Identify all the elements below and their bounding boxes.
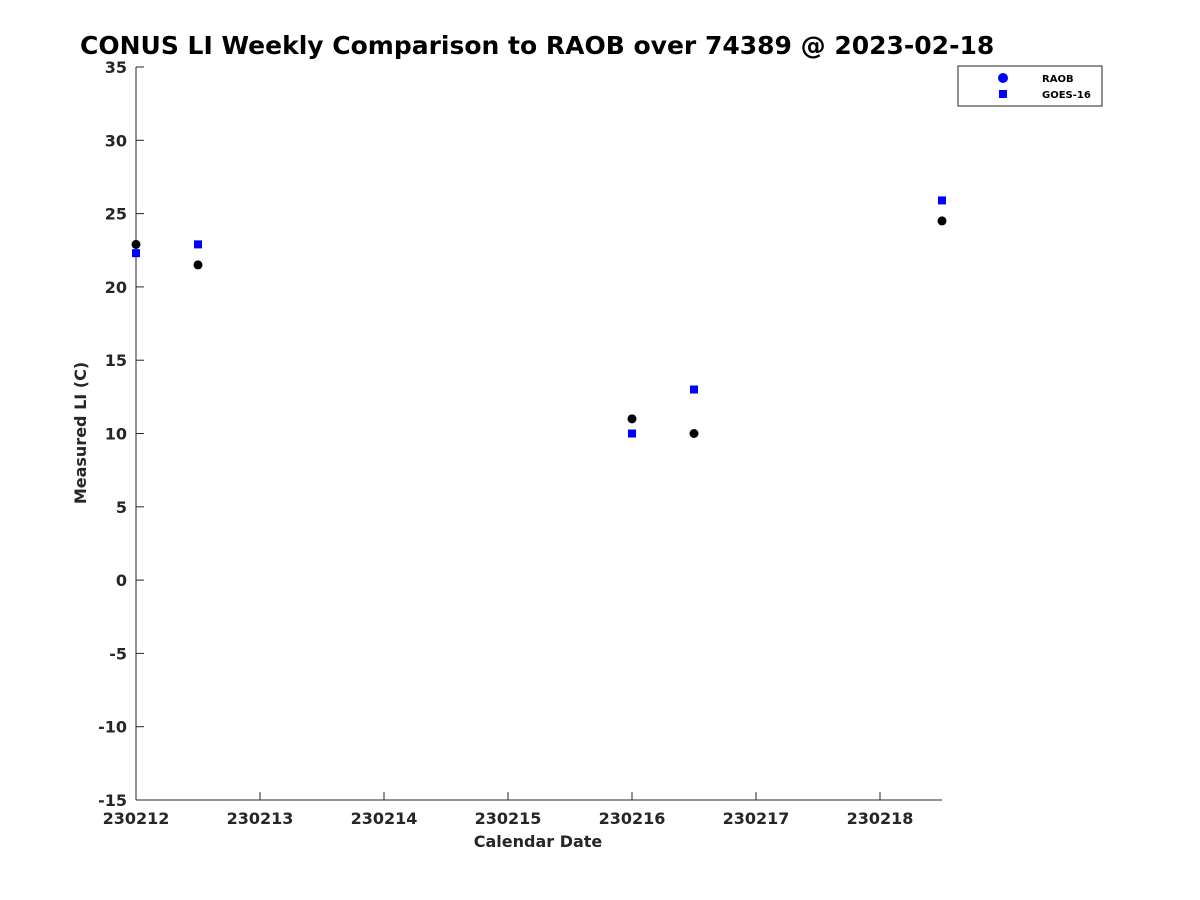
y-tick-label: 5 bbox=[116, 498, 127, 517]
y-tick-label: -10 bbox=[98, 718, 127, 737]
raob-point bbox=[131, 239, 141, 249]
x-tick-label: 230213 bbox=[227, 809, 294, 828]
raob-point bbox=[193, 260, 203, 270]
x-tick-label: 230215 bbox=[475, 809, 542, 828]
goes16-point bbox=[132, 249, 140, 258]
chart-title: CONUS LI Weekly Comparison to RAOB over … bbox=[80, 31, 994, 60]
x-tick-label: 230216 bbox=[599, 809, 666, 828]
data-points bbox=[131, 196, 947, 438]
y-tick-label: 20 bbox=[105, 278, 127, 297]
goes16-point bbox=[938, 196, 946, 205]
y-axis-ticks: -15 -10 -5 0 5 10 15 20 25 30 35 bbox=[98, 58, 144, 810]
y-tick-label: 0 bbox=[116, 571, 127, 590]
x-tick-label: 230214 bbox=[351, 809, 418, 828]
plot-axes bbox=[135, 67, 942, 801]
legend-marker-raob bbox=[998, 73, 1008, 83]
x-tick-label: 230217 bbox=[723, 809, 790, 828]
y-axis-label: Measured LI (C) bbox=[71, 362, 90, 504]
goes16-point bbox=[690, 385, 698, 394]
x-tick-label: 230218 bbox=[847, 809, 914, 828]
legend-marker-goes16 bbox=[999, 90, 1007, 98]
y-tick-label: 10 bbox=[105, 425, 127, 444]
y-tick-label: 25 bbox=[105, 205, 127, 224]
legend-label-goes16: GOES-16 bbox=[1042, 90, 1091, 101]
raob-point bbox=[689, 429, 699, 438]
goes16-point bbox=[194, 240, 202, 249]
legend-box bbox=[957, 65, 1103, 107]
y-tick-label: 35 bbox=[105, 58, 127, 77]
raob-point bbox=[937, 216, 947, 226]
y-tick-label: -5 bbox=[109, 644, 127, 663]
goes16-point bbox=[628, 429, 636, 438]
raob-point bbox=[627, 414, 637, 424]
y-tick-label: -15 bbox=[98, 791, 127, 810]
x-tick-label: 230212 bbox=[103, 809, 170, 828]
y-tick-label: 30 bbox=[105, 131, 127, 150]
x-axis-ticks: 230212 230213 230214 230215 230216 230217 2302… bbox=[103, 792, 914, 828]
legend: RAOB GOES-16 bbox=[957, 65, 1103, 107]
x-axis-label: Calendar Date bbox=[474, 832, 603, 851]
legend-label-raob: RAOB bbox=[1042, 74, 1074, 85]
y-tick-label: 15 bbox=[105, 351, 127, 370]
